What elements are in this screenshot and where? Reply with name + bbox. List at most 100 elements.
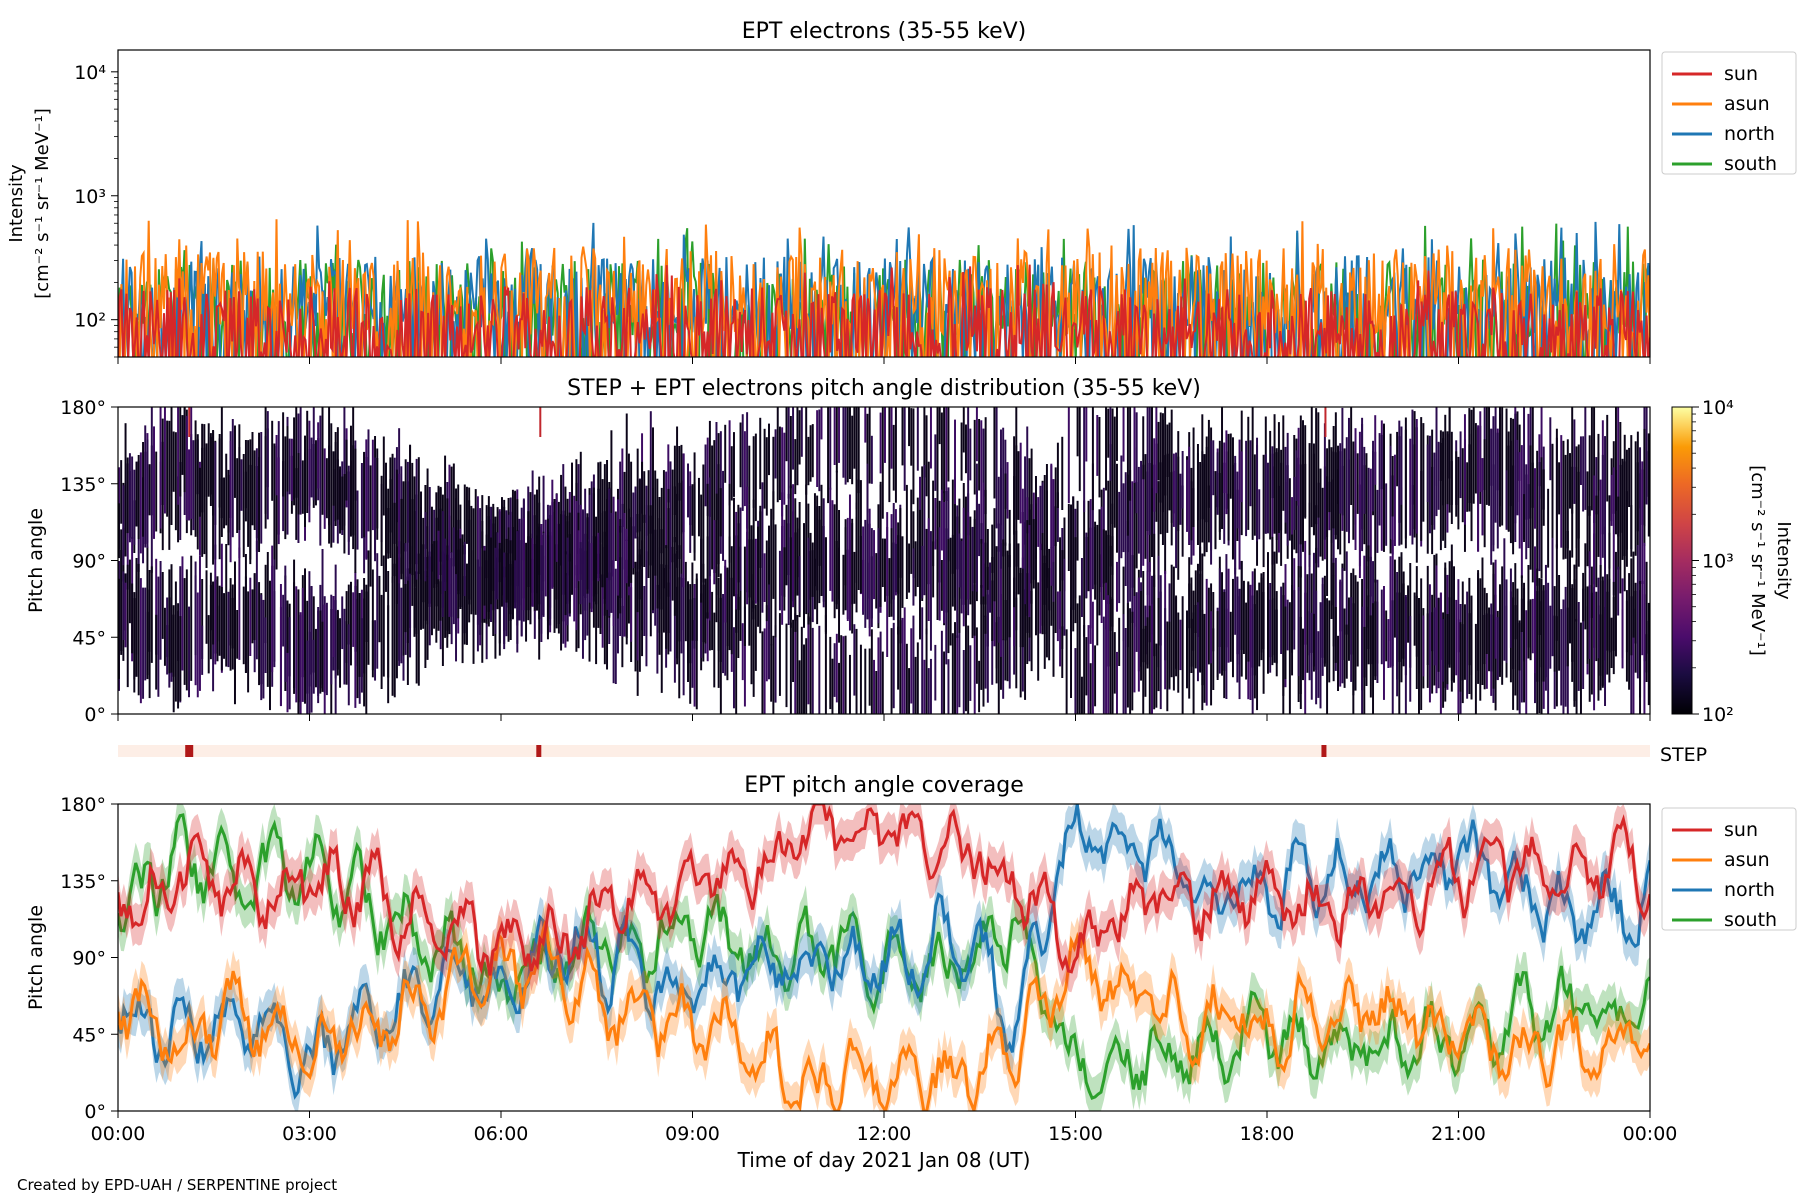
heatmap-cell	[1538, 462, 1541, 572]
heatmap-cell	[612, 496, 615, 626]
heatmap-cell	[818, 409, 821, 492]
heatmap-cell	[739, 546, 742, 641]
heatmap-cell	[1271, 446, 1274, 499]
heatmap-cell	[1588, 551, 1591, 659]
heatmap-cell	[1411, 409, 1414, 505]
heatmap-cell	[1236, 576, 1239, 683]
heatmap-cell	[146, 546, 149, 680]
heatmap-cell	[1398, 436, 1401, 523]
heatmap-cell	[1459, 622, 1462, 692]
heatmap-cell	[971, 526, 974, 592]
heatmap-cell	[1531, 598, 1534, 654]
heatmap-cell	[179, 616, 182, 701]
heatmap-cell	[363, 578, 366, 707]
heatmap-cell	[1621, 458, 1624, 560]
heatmap-cell	[1562, 599, 1565, 714]
heatmap-cell	[890, 628, 893, 714]
heatmap-cell	[1588, 435, 1591, 516]
heatmap-cell-high	[1324, 407, 1327, 437]
heatmap-cell	[645, 485, 648, 536]
heatmap-cell	[1529, 445, 1532, 570]
heatmap-cell	[1207, 419, 1210, 508]
heatmap-cell	[1466, 462, 1469, 512]
heatmap-cell	[665, 545, 668, 649]
heatmap-cell	[1310, 612, 1313, 700]
heatmap-cell	[1061, 626, 1064, 678]
heatmap-cell	[288, 617, 291, 710]
heatmap-cell	[778, 550, 781, 611]
heatmap-cell	[728, 536, 731, 651]
heatmap-cell	[260, 432, 263, 544]
heatmap-cell	[1514, 605, 1517, 696]
heatmap-cell	[973, 419, 976, 495]
heatmap-cell	[1599, 565, 1602, 691]
heatmap-cell	[1131, 481, 1134, 588]
heatmap-cell	[1520, 445, 1523, 579]
heatmap-cell	[382, 436, 385, 516]
heatmap-cell	[400, 587, 403, 664]
heatmap-cell	[518, 523, 521, 606]
heatmap-cell	[652, 427, 654, 528]
heatmap-cell	[1551, 445, 1554, 579]
heatmap-cell	[1146, 407, 1149, 531]
heatmap-cell	[463, 541, 466, 597]
heatmap-cell	[1282, 595, 1285, 714]
heatmap-cell	[1400, 426, 1403, 505]
heatmap-cell	[332, 596, 335, 657]
heatmap-cell	[660, 564, 663, 693]
heatmap-cell	[321, 549, 324, 685]
heatmap-cell	[722, 470, 725, 561]
heatmap-cell	[131, 456, 134, 539]
heatmap-cell	[748, 445, 751, 505]
heatmap-cell	[1177, 431, 1180, 532]
heatmap-cell	[1059, 537, 1062, 629]
heatmap-cell	[969, 516, 972, 605]
heatmap-cell	[203, 424, 206, 555]
heatmap-cell	[540, 545, 543, 642]
heatmap-cell	[1367, 595, 1370, 665]
heatmap-cell	[360, 618, 363, 693]
heatmap-cell	[1098, 417, 1101, 498]
heatmap-cell	[566, 537, 569, 626]
heatmap-cell	[448, 528, 451, 584]
heatmap-cell	[1474, 623, 1477, 714]
heatmap-cell	[809, 425, 812, 482]
heatmap-cell	[1418, 598, 1420, 714]
middle-ytick-label: 180°	[60, 397, 106, 419]
heatmap-cell	[1078, 595, 1081, 714]
heatmap-cell	[1582, 572, 1585, 622]
heatmap-cell	[1262, 454, 1265, 568]
heatmap-cell	[879, 412, 882, 474]
heatmap-cell	[1551, 537, 1554, 657]
middle-panel: 0°45°90°135°180°STEP + EPT electrons pit…	[25, 376, 1794, 726]
heatmap-cell	[209, 437, 212, 506]
heatmap-cell	[1579, 622, 1582, 714]
heatmap-cell	[1218, 568, 1221, 674]
heatmap-cell	[142, 587, 145, 699]
heatmap-cell	[1617, 407, 1620, 537]
heatmap-cell	[571, 462, 573, 595]
heatmap-cell	[1330, 447, 1333, 543]
heatmap-cell	[1074, 648, 1077, 714]
heatmap-cell	[225, 453, 228, 526]
heatmap-cell	[1315, 408, 1318, 525]
heatmap-cell	[1361, 417, 1364, 530]
heatmap-cell	[1196, 602, 1199, 682]
heatmap-cell	[711, 445, 714, 570]
heatmap-cell	[1304, 425, 1307, 519]
heatmap-cell	[916, 642, 919, 714]
heatmap-cell	[899, 620, 902, 714]
heatmap-cell	[501, 543, 503, 596]
heatmap-cell	[430, 543, 433, 636]
heatmap-cell	[719, 488, 722, 537]
heatmap-cell	[673, 445, 676, 515]
heatmap-cell	[1319, 468, 1322, 557]
bottom-panel: 0°45°90°135°180°00:00 03:00 06:00 09:00 12:0…	[25, 773, 1677, 1172]
heatmap-cell	[365, 584, 368, 714]
heatmap-cell	[323, 604, 326, 714]
heatmap-cell	[1404, 595, 1407, 714]
heatmap-cell	[660, 529, 663, 610]
heatmap-cell	[794, 439, 797, 495]
heatmap-cell	[1363, 555, 1366, 678]
heatmap-cell	[1181, 596, 1184, 714]
